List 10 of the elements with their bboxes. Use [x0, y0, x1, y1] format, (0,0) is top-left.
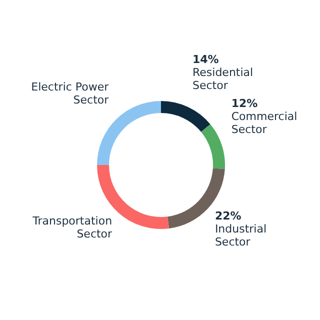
data-label: 22%: [214, 210, 242, 223]
data-label: 12%: [231, 97, 258, 110]
donut-slice: [201, 124, 225, 170]
slice-label: Industrial Sector: [214, 222, 267, 249]
slice-label: Residential Sector: [192, 66, 254, 92]
donut-slice: [161, 101, 210, 132]
slice-label: Electric Power Sector: [31, 80, 110, 107]
data-label: 14%: [192, 53, 219, 66]
slice-label: Transportation Sector: [32, 214, 113, 241]
slice-label: Commercial Sector: [231, 110, 298, 136]
